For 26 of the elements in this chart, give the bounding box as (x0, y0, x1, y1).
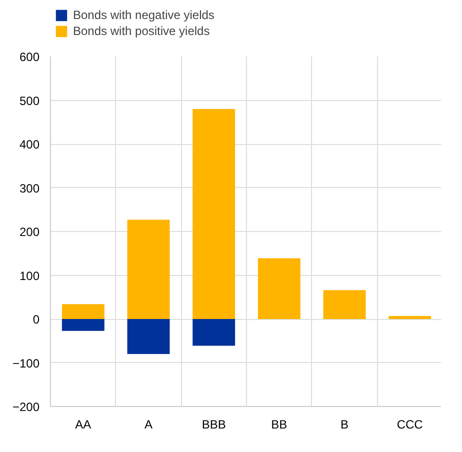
bar (192, 109, 236, 319)
bar (127, 220, 170, 319)
y-tick-label: 600 (19, 50, 40, 64)
legend-label: Bonds with positive yields (73, 24, 210, 38)
y-tick-label: 200 (19, 225, 40, 239)
y-tick-label: 100 (19, 268, 40, 283)
x-tick-label: CCC (396, 418, 424, 432)
x-tick-label: B (340, 418, 349, 432)
bar (192, 319, 236, 346)
y-tick-label: −200 (12, 400, 40, 414)
y-tick-label: 400 (19, 138, 40, 152)
bar (258, 258, 300, 319)
y-tick-label: 0 (32, 312, 40, 326)
x-tick-label: A (144, 418, 153, 432)
bar (62, 319, 104, 331)
y-tick-label: 500 (19, 94, 40, 108)
bar (388, 316, 432, 319)
legend-label: Bonds with negative yields (73, 8, 214, 22)
y-tick-label: 300 (19, 181, 40, 196)
bar (62, 304, 104, 319)
bar (323, 290, 366, 319)
x-tick-label: BB (271, 418, 288, 432)
x-tick-label: AA (75, 418, 92, 432)
x-tick-label: BBB (202, 418, 226, 432)
y-tick-label: −100 (12, 356, 40, 370)
bar (127, 319, 170, 354)
